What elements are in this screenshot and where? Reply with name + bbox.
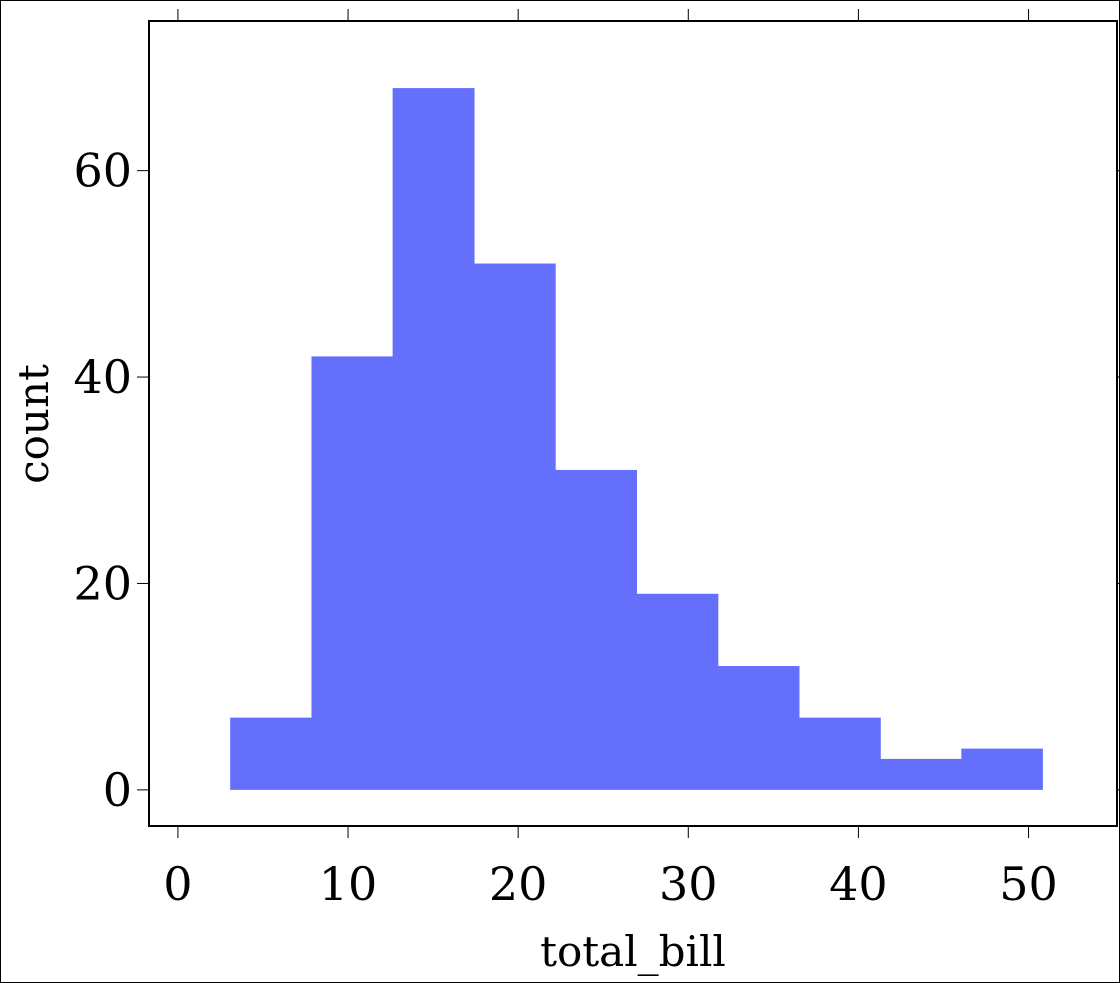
x-tick-label-0: 0 — [163, 857, 192, 911]
histogram-bar-6 — [717, 666, 800, 790]
x-tick-label-4: 40 — [829, 857, 888, 911]
x-axis-title: total_bill — [540, 927, 726, 976]
tick-labels-group: 0 10 20 30 40 50 0 20 40 60 — [73, 144, 1057, 911]
x-tick-label-2: 20 — [489, 857, 548, 911]
histogram-bar-9 — [961, 748, 1043, 790]
histogram-bar-8 — [880, 758, 962, 790]
histogram-bar-7 — [798, 717, 881, 790]
ticks-group — [137, 9, 1120, 838]
histogram-bar-2 — [392, 88, 475, 790]
y-tick-label-2: 40 — [73, 350, 132, 404]
histogram-bar-5 — [636, 593, 719, 790]
histogram-bar-1 — [311, 356, 394, 790]
x-tick-label-3: 30 — [659, 857, 718, 911]
histogram-bar-3 — [473, 263, 556, 790]
y-tick-label-1: 20 — [73, 556, 132, 610]
bars-group — [230, 88, 1043, 790]
y-axis-title: count — [9, 364, 58, 484]
plot-frame — [148, 20, 1118, 827]
y-tick-label-0: 0 — [103, 763, 132, 817]
x-tick-label-5: 50 — [999, 857, 1058, 911]
histogram-bar-0 — [230, 717, 313, 790]
y-tick-label-3: 60 — [73, 144, 132, 198]
histogram-bar-4 — [555, 469, 638, 790]
x-tick-label-1: 10 — [319, 857, 378, 911]
